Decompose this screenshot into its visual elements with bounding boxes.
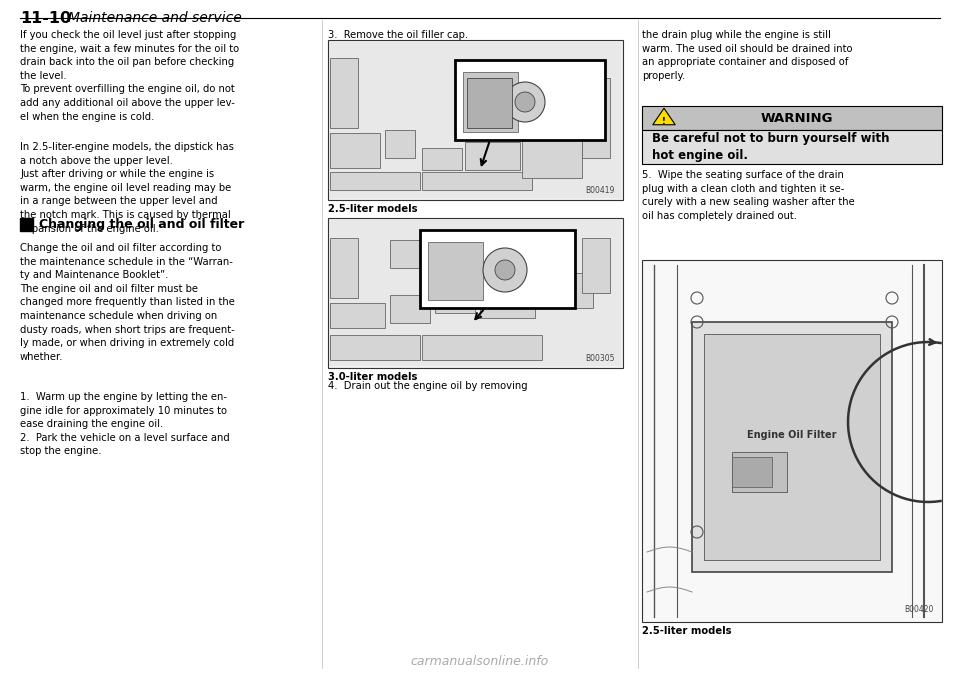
Bar [455,236,505,258]
Bar [330,133,380,168]
Bar [582,78,610,158]
Text: B00305: B00305 [586,354,615,363]
Text: B00420: B00420 [904,605,934,614]
Text: Engine Oil Filter: Engine Oil Filter [747,429,837,439]
Text: 3.  Remove the oil filler cap.: 3. Remove the oil filler cap. [328,30,468,40]
Text: 1.  Warm up the engine by letting the en-
gine idle for approximately 10 minutes: 1. Warm up the engine by letting the en-… [20,392,229,456]
Text: In 2.5-liter-engine models, the dipstick has
a notch above the upper level.
Just: In 2.5-liter-engine models, the dipstick… [20,142,234,234]
Bar [732,457,772,487]
Bar [582,238,610,293]
Bar [330,303,385,328]
Bar [422,172,532,190]
Circle shape [505,82,545,122]
Bar [704,334,880,560]
Bar [422,335,542,360]
Bar [428,242,483,300]
Circle shape [495,260,515,280]
Bar [385,130,415,158]
Bar [522,138,582,178]
Bar [642,260,942,622]
Text: 2.5-liter models: 2.5-liter models [642,626,732,636]
Bar [732,452,787,492]
Circle shape [483,248,527,292]
Circle shape [515,92,535,112]
Text: 2.5-liter models: 2.5-liter models [328,204,418,214]
Bar [390,240,450,268]
Bar [642,130,942,164]
Text: 4.  Drain out the engine oil by removing: 4. Drain out the engine oil by removing [328,381,528,391]
Bar [642,106,942,130]
Bar [330,58,358,128]
Bar [330,172,420,190]
Bar [480,273,535,318]
Text: the drain plug while the engine is still
warm. The used oil should be drained in: the drain plug while the engine is still… [642,30,852,81]
Bar [435,283,475,313]
Text: Maintenance and service: Maintenance and service [68,11,242,25]
Bar [330,42,621,198]
Bar [330,220,621,366]
Text: WARNING: WARNING [760,111,833,125]
Text: Change the oil and oil filter according to
the maintenance schedule in the “Warr: Change the oil and oil filter according … [20,243,235,362]
Text: carmanualsonline.info: carmanualsonline.info [411,655,549,668]
Bar [328,218,623,368]
Bar [692,322,892,572]
Bar [20,218,33,231]
Polygon shape [653,108,675,125]
Text: 5.  Wipe the seating surface of the drain
plug with a clean cloth and tighten it: 5. Wipe the seating surface of the drain… [642,170,854,221]
Bar [420,230,575,308]
Bar [422,148,462,170]
Bar [330,335,420,360]
Text: Changing the oil and oil filter: Changing the oil and oil filter [39,218,244,231]
Text: 11-10: 11-10 [20,11,71,26]
Bar [463,72,518,132]
Bar [467,78,512,128]
Bar [328,40,623,200]
Text: !: ! [662,117,666,127]
Text: Be careful not to burn yourself with
hot engine oil.: Be careful not to burn yourself with hot… [652,132,890,162]
Bar [330,238,358,298]
Bar [538,273,593,308]
Text: B00419: B00419 [586,186,615,195]
Bar [465,142,520,170]
Text: If you check the oil level just after stopping
the engine, wait a few minutes fo: If you check the oil level just after st… [20,30,239,121]
Bar [390,295,430,323]
Text: 3.0-liter models: 3.0-liter models [328,372,418,382]
Bar [455,60,605,140]
